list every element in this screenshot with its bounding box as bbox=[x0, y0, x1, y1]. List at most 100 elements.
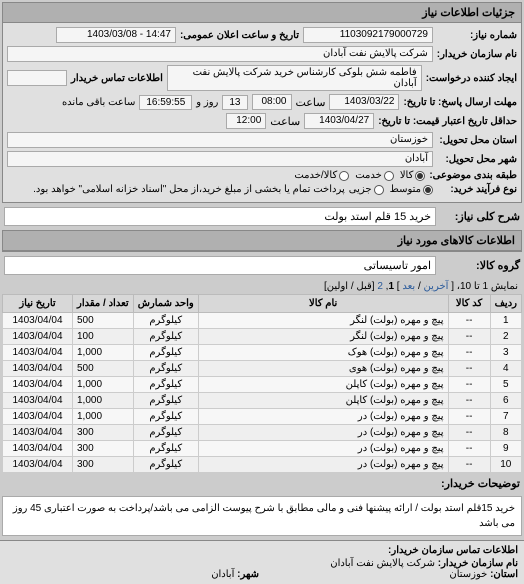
req-no-label: شماره نیاز: bbox=[437, 30, 517, 41]
table-cell: 100 bbox=[73, 329, 134, 345]
items-panel: اطلاعات کالاهای مورد نیاز bbox=[2, 230, 522, 252]
org-block: اطلاعات تماس سازمان خریدار: نام سازمان خ… bbox=[0, 540, 524, 584]
time-remaining: 16:59:55 bbox=[139, 95, 192, 110]
table-cell: کیلوگرم bbox=[133, 313, 198, 329]
table-row[interactable]: 3--پیچ و مهره (بولت) هوککیلوگرم1,0001403… bbox=[3, 345, 522, 361]
remaining-word: ساعت باقی مانده bbox=[62, 97, 135, 108]
table-cell: 1403/04/04 bbox=[3, 425, 73, 441]
desc-row: توضیحات خریدار: bbox=[0, 475, 524, 492]
valid-label: حداقل تاریخ اعتبار قیمت: تا تاریخ: bbox=[378, 116, 517, 127]
table-cell: 1,000 bbox=[73, 377, 134, 393]
table-cell: 1403/04/04 bbox=[3, 441, 73, 457]
valid-time: 12:00 bbox=[226, 113, 266, 129]
table-cell: 500 bbox=[73, 313, 134, 329]
table-row[interactable]: 2--پیچ و مهره (بولت) لنگرکیلوگرم1001403/… bbox=[3, 329, 522, 345]
group-field: امور تاسیساتی bbox=[4, 256, 436, 275]
table-cell: 4 bbox=[490, 361, 521, 377]
table-cell: -- bbox=[448, 345, 490, 361]
buyer-label: نام سازمان خریدار: bbox=[437, 49, 517, 60]
summary-row: شرح کلی نیاز: خرید 15 قلم استد بولت bbox=[0, 205, 524, 228]
table-cell: 1,000 bbox=[73, 409, 134, 425]
pager: نمایش 1 تا 10، [ آخرین / بعد ] 1, 2 [قبل… bbox=[2, 279, 522, 294]
pager-next[interactable]: بعد bbox=[402, 281, 415, 292]
table-cell: پیچ و مهره (بولت) لنگر bbox=[198, 329, 448, 345]
table-row[interactable]: 10--پیچ و مهره (بولت) درکیلوگرم3001403/0… bbox=[3, 457, 522, 473]
table-row[interactable]: 8--پیچ و مهره (بولت) درکیلوگرم3001403/04… bbox=[3, 425, 522, 441]
table-cell: کیلوگرم bbox=[133, 329, 198, 345]
summary-label: شرح کلی نیاز: bbox=[440, 210, 520, 223]
table-cell: -- bbox=[448, 457, 490, 473]
table-cell: پیچ و مهره (بولت) کاپلن bbox=[198, 393, 448, 409]
deadline-send-time: 08:00 bbox=[252, 94, 292, 110]
table-cell: 8 bbox=[490, 425, 521, 441]
table-cell: کیلوگرم bbox=[133, 425, 198, 441]
table-cell: 10 bbox=[490, 457, 521, 473]
table-header-row: ردیف کد کالا نام کالا واحد شمارش تعداد /… bbox=[3, 295, 522, 313]
table-cell: 300 bbox=[73, 441, 134, 457]
buyer-field: شرکت پالایش نفت آبادان bbox=[7, 46, 433, 62]
table-cell: 1403/04/04 bbox=[3, 329, 73, 345]
table-cell: پیچ و مهره (بولت) در bbox=[198, 409, 448, 425]
table-cell: پیچ و مهره (بولت) هوی bbox=[198, 361, 448, 377]
table-cell: 1,000 bbox=[73, 393, 134, 409]
valid-time-label: ساعت bbox=[270, 115, 300, 128]
city-label: شهر محل تحویل: bbox=[437, 154, 517, 165]
table-cell: کیلوگرم bbox=[133, 441, 198, 457]
process-radio-mid[interactable] bbox=[423, 185, 433, 195]
table-row[interactable]: 4--پیچ و مهره (بولت) هویکیلوگرم5001403/0… bbox=[3, 361, 522, 377]
table-cell: 6 bbox=[490, 393, 521, 409]
table-cell: -- bbox=[448, 393, 490, 409]
pager-p2[interactable]: 2 bbox=[377, 281, 383, 292]
table-cell: پیچ و مهره (بولت) کاپلن bbox=[198, 377, 448, 393]
table-cell: 1403/04/04 bbox=[3, 313, 73, 329]
table-cell: 9 bbox=[490, 441, 521, 457]
desc-label: توضیحات خریدار: bbox=[440, 477, 520, 490]
table-cell: پیچ و مهره (بولت) در bbox=[198, 457, 448, 473]
table-cell: 5 bbox=[490, 377, 521, 393]
requester-field: فاطمه شش بلوکی کارشناس خرید شرکت پالایش … bbox=[167, 65, 422, 91]
org-province: استان: خوزستان bbox=[265, 569, 518, 580]
table-cell: -- bbox=[448, 377, 490, 393]
pager-last[interactable]: آخرین bbox=[424, 281, 449, 292]
table-row[interactable]: 6--پیچ و مهره (بولت) کاپلنکیلوگرم1,00014… bbox=[3, 393, 522, 409]
table-cell: 1403/04/04 bbox=[3, 377, 73, 393]
announce-label: تاریخ و ساعت اعلان عمومی: bbox=[180, 30, 299, 41]
budget-radio-khedmat[interactable] bbox=[384, 171, 394, 181]
table-cell: پیچ و مهره (بولت) در bbox=[198, 441, 448, 457]
table-cell: 500 bbox=[73, 361, 134, 377]
table-cell: کیلوگرم bbox=[133, 345, 198, 361]
items-table: ردیف کد کالا نام کالا واحد شمارش تعداد /… bbox=[2, 294, 522, 473]
table-row[interactable]: 9--پیچ و مهره (بولت) درکیلوگرم3001403/04… bbox=[3, 441, 522, 457]
deadline-send-label: مهلت ارسال پاسخ: تا تاریخ: bbox=[403, 97, 517, 108]
org-city: شهر: آبادان bbox=[6, 569, 259, 580]
org-name-row: نام سازمان خریدار: شرکت پالایش نفت آبادا… bbox=[6, 558, 518, 569]
table-cell: -- bbox=[448, 409, 490, 425]
req-no-field: 1103092179000729 bbox=[303, 27, 433, 43]
table-row[interactable]: 1--پیچ و مهره (بولت) لنگرکیلوگرم5001403/… bbox=[3, 313, 522, 329]
table-cell: 1403/04/04 bbox=[3, 457, 73, 473]
table-cell: 1403/04/04 bbox=[3, 361, 73, 377]
table-cell: -- bbox=[448, 425, 490, 441]
th-code: کد کالا bbox=[448, 295, 490, 313]
table-cell: کیلوگرم bbox=[133, 409, 198, 425]
budget-radio-both[interactable] bbox=[339, 171, 349, 181]
table-cell: 300 bbox=[73, 425, 134, 441]
table-row[interactable]: 7--پیچ و مهره (بولت) درکیلوگرم1,0001403/… bbox=[3, 409, 522, 425]
table-cell: کیلوگرم bbox=[133, 377, 198, 393]
budget-radio-kala[interactable] bbox=[415, 171, 425, 181]
group-label: گروه کالا: bbox=[440, 259, 520, 272]
valid-date: 1403/04/27 bbox=[304, 113, 374, 129]
budget-radios: کالا خدمت کالا/خدمت bbox=[294, 170, 425, 181]
table-cell: -- bbox=[448, 329, 490, 345]
table-row[interactable]: 5--پیچ و مهره (بولت) کاپلنکیلوگرم1,00014… bbox=[3, 377, 522, 393]
province-label: استان محل تحویل: bbox=[437, 135, 517, 146]
table-cell: 2 bbox=[490, 329, 521, 345]
table-cell: 1403/04/04 bbox=[3, 409, 73, 425]
process-radio-small[interactable] bbox=[374, 185, 384, 195]
province-field: خوزستان bbox=[7, 132, 433, 148]
need-details-body: شماره نیاز: 1103092179000729 تاریخ و ساع… bbox=[3, 23, 521, 202]
table-cell: 7 bbox=[490, 409, 521, 425]
items-header: اطلاعات کالاهای مورد نیاز bbox=[3, 231, 521, 251]
budget-label: طبقه بندی موضوعی: bbox=[429, 170, 517, 181]
contact-field bbox=[7, 70, 67, 86]
